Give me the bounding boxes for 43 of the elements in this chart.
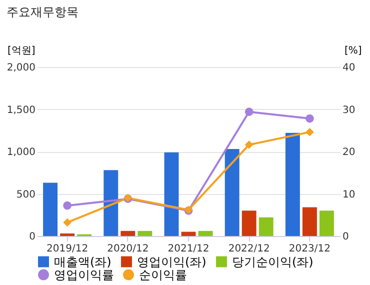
point [244,140,254,149]
point [63,218,72,227]
point [244,108,254,116]
y2-tick-label: 30 [342,104,356,116]
y-tick-label: 2,000 [6,62,36,74]
bar [104,170,118,236]
bar [120,230,136,236]
y2-tick-label: 10 [342,189,356,200]
x-tick-label: 2021/12 [168,244,210,254]
legend-label: 영업이익률 [54,268,114,282]
bar [302,207,317,236]
point [306,128,314,136]
bar [198,230,213,236]
bar [285,132,300,236]
chart-title: 주요재무항목 [6,5,78,19]
legend-label: 당기순이익(좌) [232,254,314,269]
legend-label: 영업이익(좌) [137,254,206,269]
y2-tick-label: 0 [342,232,349,242]
point [63,201,72,210]
bar [242,210,256,236]
bar [319,210,334,236]
x-tick-label: 2019/12 [46,244,88,254]
y2-axis-title: [%] [344,46,362,56]
bar [164,152,179,236]
bar [224,148,240,236]
legend-label: 순이익률 [139,268,187,282]
x-tick-label: 2020/12 [107,244,149,254]
y-tick-label: 0 [29,232,36,242]
y-tick-label: 500 [16,189,36,200]
x-tick-label: 2023/12 [288,244,330,254]
y2-tick-label: 40 [342,62,356,74]
bar [43,182,58,236]
y-tick-label: 1,000 [6,147,36,158]
y-axis-title: [억원] [8,46,36,56]
legend-label: 매출액(좌) [54,254,112,269]
x-tick-label: 2022/12 [228,244,270,254]
y-tick-label: 1,500 [6,104,36,116]
y2-tick-label: 20 [342,147,356,158]
bar [258,217,274,236]
bar [181,232,196,236]
point [306,114,314,123]
bar [138,230,152,236]
bar [60,233,75,236]
